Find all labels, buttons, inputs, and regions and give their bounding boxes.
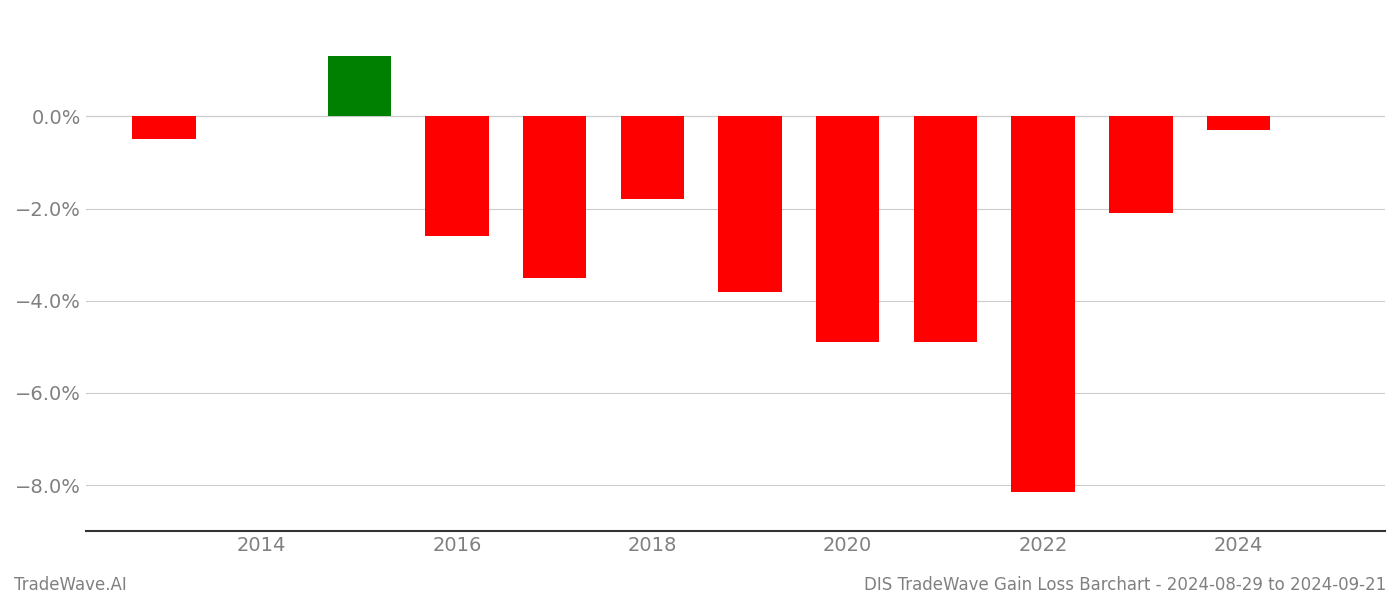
- Text: DIS TradeWave Gain Loss Barchart - 2024-08-29 to 2024-09-21: DIS TradeWave Gain Loss Barchart - 2024-…: [864, 576, 1386, 594]
- Bar: [1207, 116, 1270, 130]
- Bar: [426, 116, 489, 236]
- Bar: [522, 116, 587, 278]
- Bar: [816, 116, 879, 342]
- Bar: [620, 116, 685, 199]
- Bar: [328, 56, 391, 116]
- Bar: [1011, 116, 1075, 492]
- Bar: [914, 116, 977, 342]
- Text: TradeWave.AI: TradeWave.AI: [14, 576, 127, 594]
- Bar: [1109, 116, 1173, 213]
- Bar: [132, 116, 196, 139]
- Bar: [718, 116, 781, 292]
